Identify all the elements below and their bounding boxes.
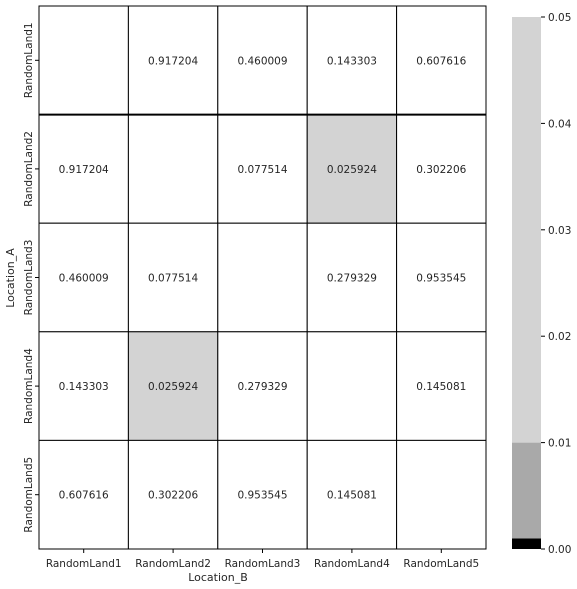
cell-value-label: 0.460009	[59, 273, 109, 285]
y-tick-label: RandomLand5	[23, 457, 35, 533]
heatmap-cell	[217, 331, 308, 441]
y-tick-label: RandomLand3	[23, 240, 35, 316]
heatmap-cell	[127, 331, 219, 441]
x-tick-label: RandomLand5	[403, 558, 479, 570]
x-axis-label: Location_B	[188, 571, 248, 584]
colorbar-band	[512, 17, 541, 443]
cell-value-label: 0.302206	[416, 164, 466, 176]
cell-value-label: 0.607616	[416, 55, 466, 67]
x-tick-labels: RandomLand1 RandomLand2 RandomLand3 RandomL…	[46, 549, 479, 570]
colorbar-tick-label: 0.03	[548, 225, 571, 237]
heatmap-cell	[217, 5, 308, 116]
heatmap-cell	[306, 331, 398, 441]
cell-value-label: 0.953545	[237, 490, 287, 502]
cell-value-label: 0.917204	[148, 55, 198, 67]
colorbar-tick-label: 0.00	[548, 544, 571, 556]
heatmap-cell	[38, 331, 129, 441]
cell-value-label: 0.025924	[327, 164, 377, 176]
heatmap-cell	[396, 114, 487, 224]
cell-value-label: 0.917204	[59, 164, 109, 176]
cell-value-label: 0.460009	[237, 55, 287, 67]
heatmap-cell	[217, 439, 308, 550]
x-tick-label: RandomLand3	[225, 558, 301, 570]
cell-value-label: 0.077514	[237, 164, 287, 176]
heatmap-cell	[306, 5, 398, 116]
y-tick-label: RandomLand2	[23, 131, 35, 207]
colorbar-band	[512, 442, 541, 539]
cell-value-label: 0.302206	[148, 490, 198, 502]
colorbar-tick-label: 0.02	[548, 331, 571, 343]
x-tick-label: RandomLand4	[314, 558, 390, 570]
colorbar-tick-label: 0.05	[548, 12, 571, 24]
y-tick-label: RandomLand1	[23, 22, 35, 98]
heatmap-cell	[217, 114, 308, 224]
heatmap-cell	[306, 439, 398, 550]
cell-value-label: 0.143303	[327, 55, 377, 67]
colorbar: 0.00 0.01 0.02 0.03 0.04 0.05	[512, 12, 572, 556]
colorbar-band	[512, 538, 541, 549]
cell-value-label: 0.077514	[148, 273, 198, 285]
x-tick-label: RandomLand1	[46, 558, 122, 570]
cell-value-label: 0.607616	[59, 490, 109, 502]
heatmap-cell	[127, 222, 219, 333]
cell-value-label: 0.953545	[416, 273, 466, 285]
heatmap-cell	[38, 114, 129, 224]
heatmap-cell	[127, 5, 219, 116]
heatmap-cell	[396, 439, 487, 550]
heatmap-cell	[217, 222, 308, 333]
x-tick-label: RandomLand2	[135, 558, 211, 570]
cell-value-label: 0.143303	[59, 381, 109, 393]
cell-value-label: 0.145081	[416, 381, 466, 393]
cell-value-label: 0.279329	[237, 381, 287, 393]
colorbar-tick-label: 0.04	[548, 118, 572, 130]
y-axis-label: Location_A	[4, 248, 17, 308]
heatmap-cell	[396, 5, 487, 116]
heatmap-cell	[396, 331, 487, 441]
heatmap-cells: 0.917204 0.460009 0.143303 0.607616 0.917204…	[38, 5, 487, 550]
heatmap-cell	[127, 439, 219, 550]
cell-value-label: 0.279329	[327, 273, 377, 285]
heatmap-cell	[38, 439, 129, 550]
y-tick-label: RandomLand4	[23, 348, 35, 424]
heatmap-cell	[38, 5, 129, 116]
y-tick-labels: RandomLand1 RandomLand2 RandomLand3 RandomL…	[23, 22, 39, 533]
cell-value-label: 0.145081	[327, 490, 377, 502]
heatmap-cell	[127, 114, 219, 224]
colorbar-tick-label: 0.01	[548, 438, 571, 450]
heatmap-cell	[396, 222, 487, 333]
cell-value-label: 0.025924	[148, 381, 198, 393]
